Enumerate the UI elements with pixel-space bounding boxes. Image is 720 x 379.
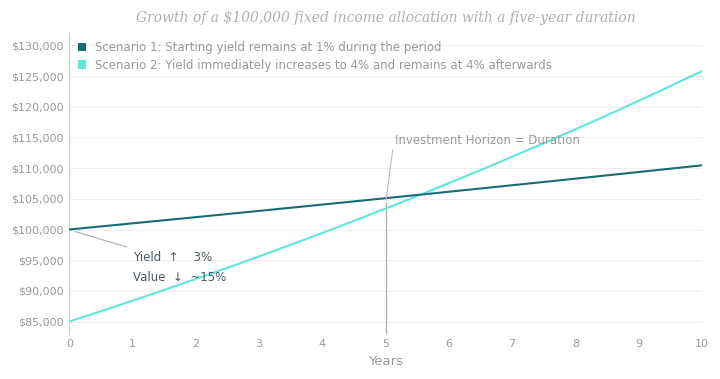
Scenario 2: Yield immediately increases to 4% and remains at 4% afterwards: (4.81, 1.03e+05): Yield immediately increases to 4% and re… xyxy=(369,211,378,216)
Line: Scenario 2: Yield immediately increases to 4% and remains at 4% afterwards: Scenario 2: Yield immediately increases … xyxy=(69,71,702,321)
Scenario 2: Yield immediately increases to 4% and remains at 4% afterwards: (9.76, 1.25e+05): Yield immediately increases to 4% and re… xyxy=(683,76,691,81)
Scenario 2: Yield immediately increases to 4% and remains at 4% afterwards: (10, 1.26e+05): Yield immediately increases to 4% and re… xyxy=(698,69,706,74)
Scenario 1: Starting yield remains at 1% during the period: (5.41, 1.06e+05): Starting yield remains at 1% during the … xyxy=(408,193,416,198)
Scenario 1: Starting yield remains at 1% during the period: (10, 1.1e+05): Starting yield remains at 1% during the … xyxy=(698,163,706,168)
Scenario 2: Yield immediately increases to 4% and remains at 4% afterwards: (5.95, 1.07e+05): Yield immediately increases to 4% and re… xyxy=(441,182,450,187)
Title: Growth of a $100,000 fixed income allocation with a five-year duration: Growth of a $100,000 fixed income alloca… xyxy=(136,11,636,25)
Scenario 1: Starting yield remains at 1% during the period: (9.76, 1.1e+05): Starting yield remains at 1% during the … xyxy=(683,165,691,169)
Line: Scenario 1: Starting yield remains at 1% during the period: Scenario 1: Starting yield remains at 1%… xyxy=(69,165,702,230)
Scenario 1: Starting yield remains at 1% during the period: (4.81, 1.05e+05): Starting yield remains at 1% during the … xyxy=(369,197,378,202)
Legend: Scenario 1: Starting yield remains at 1% during the period, Scenario 2: Yield im: Scenario 1: Starting yield remains at 1%… xyxy=(75,39,554,74)
Scenario 1: Starting yield remains at 1% during the period: (4.75, 1.05e+05): Starting yield remains at 1% during the … xyxy=(366,197,374,202)
Scenario 1: Starting yield remains at 1% during the period: (5.95, 1.06e+05): Starting yield remains at 1% during the … xyxy=(441,190,450,194)
X-axis label: Years: Years xyxy=(368,355,403,368)
Scenario 1: Starting yield remains at 1% during the period: (0, 1e+05): Starting yield remains at 1% during the … xyxy=(65,227,73,232)
Scenario 2: Yield immediately increases to 4% and remains at 4% afterwards: (0, 8.5e+04): Yield immediately increases to 4% and re… xyxy=(65,319,73,324)
Text: Investment Horizon = Duration: Investment Horizon = Duration xyxy=(395,134,580,147)
Scenario 2: Yield immediately increases to 4% and remains at 4% afterwards: (8.2, 1.17e+05): Yield immediately increases to 4% and re… xyxy=(583,122,592,126)
Scenario 2: Yield immediately increases to 4% and remains at 4% afterwards: (5.41, 1.05e+05): Yield immediately increases to 4% and re… xyxy=(408,196,416,200)
Text: Yield  ↑    3%
Value  ↓  ~15%: Yield ↑ 3% Value ↓ ~15% xyxy=(132,251,226,284)
Scenario 2: Yield immediately increases to 4% and remains at 4% afterwards: (4.75, 1.02e+05): Yield immediately increases to 4% and re… xyxy=(366,213,374,217)
Scenario 1: Starting yield remains at 1% during the period: (8.2, 1.08e+05): Starting yield remains at 1% during the … xyxy=(583,175,592,180)
